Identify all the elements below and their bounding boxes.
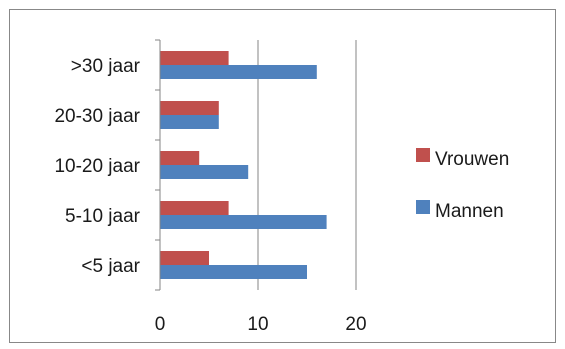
legend-swatch <box>416 200 430 214</box>
category-label: 5-10 jaar <box>65 206 141 227</box>
chart-frame <box>9 9 556 343</box>
bar-vrouwen <box>160 251 209 265</box>
bar-vrouwen <box>160 101 219 115</box>
axis-labels: <5 jaar 5-10 jaar 10-20 jaar 20-30 jaar >30 … <box>54 56 366 335</box>
category-label: <5 jaar <box>81 256 140 277</box>
legend-swatch <box>416 148 430 162</box>
legend-label: Vrouwen <box>435 149 509 170</box>
axes <box>155 39 161 291</box>
category-label: 10-20 jaar <box>54 156 140 177</box>
bar-mannen <box>160 265 307 279</box>
category-label: 20-30 jaar <box>54 106 140 127</box>
bars <box>160 51 327 279</box>
x-tick-label: 10 <box>247 314 268 335</box>
bar-vrouwen <box>160 151 200 165</box>
bar-mannen <box>160 115 219 129</box>
bar-mannen <box>160 165 249 179</box>
legend: Vrouwen Mannen <box>416 148 509 222</box>
bar-mannen <box>160 215 327 229</box>
legend-label: Mannen <box>435 201 504 222</box>
bar-vrouwen <box>160 201 229 215</box>
x-tick-label: 20 <box>345 314 366 335</box>
gridlines <box>257 40 357 290</box>
category-label: >30 jaar <box>71 56 141 77</box>
bar-vrouwen <box>160 51 229 65</box>
x-tick-label: 0 <box>155 314 166 335</box>
bar-mannen <box>160 65 317 79</box>
